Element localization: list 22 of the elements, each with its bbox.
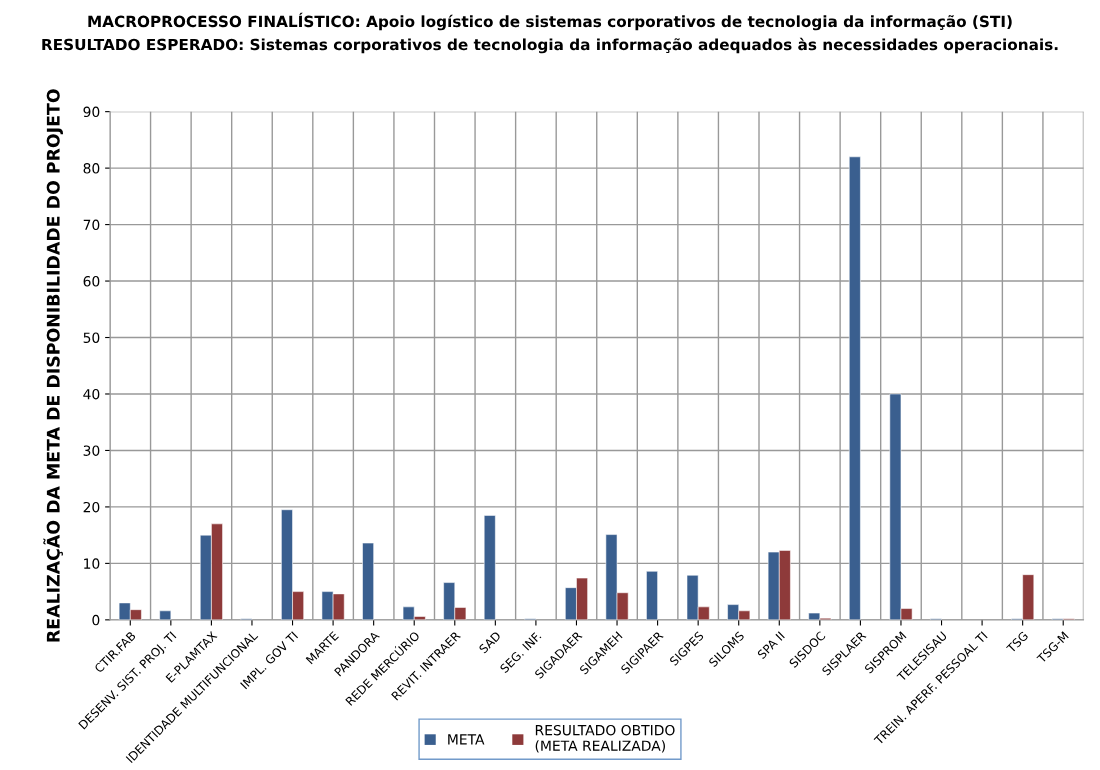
legend-label: RESULTADO OBTIDO (META REALIZADA) [535, 724, 675, 753]
y-tick-label: 10 [84, 558, 100, 569]
legend-label: META [448, 734, 485, 745]
y-tick-label: 50 [83, 332, 100, 343]
y-tick-label: 70 [83, 219, 100, 231]
chart-subtitle: RESULTADO ESPERADO: Sistemas corporativos de tecnologia da informação adequados às necessidades operacionais. [42, 37, 1058, 54]
y-tick-label: 20 [83, 501, 100, 513]
y-tick-label: 90 [83, 106, 100, 118]
bar [848, 156, 861, 620]
bar [483, 515, 496, 620]
bar [159, 610, 172, 620]
y-tick-label: 0 [92, 614, 100, 626]
x-tick-label: SPA II [756, 631, 785, 660]
bar [646, 571, 658, 620]
y-tick-label: 60 [83, 276, 100, 287]
x-tick-label: TSG [1005, 631, 1029, 654]
y-tick-label: 40 [83, 388, 100, 400]
chart-title: MACROPROCESSO FINALÍSTICO: Apoio logístico de sistemas corporativos de tecnologia da informação (STI) [88, 12, 1012, 31]
y-axis-title: REALIZAÇÃO DA META DE DISPONIBILIDADE DO PROJETO [43, 89, 64, 642]
bar [362, 542, 374, 620]
y-tick-label: 80 [83, 163, 100, 174]
y-tick-label: 30 [83, 445, 100, 456]
